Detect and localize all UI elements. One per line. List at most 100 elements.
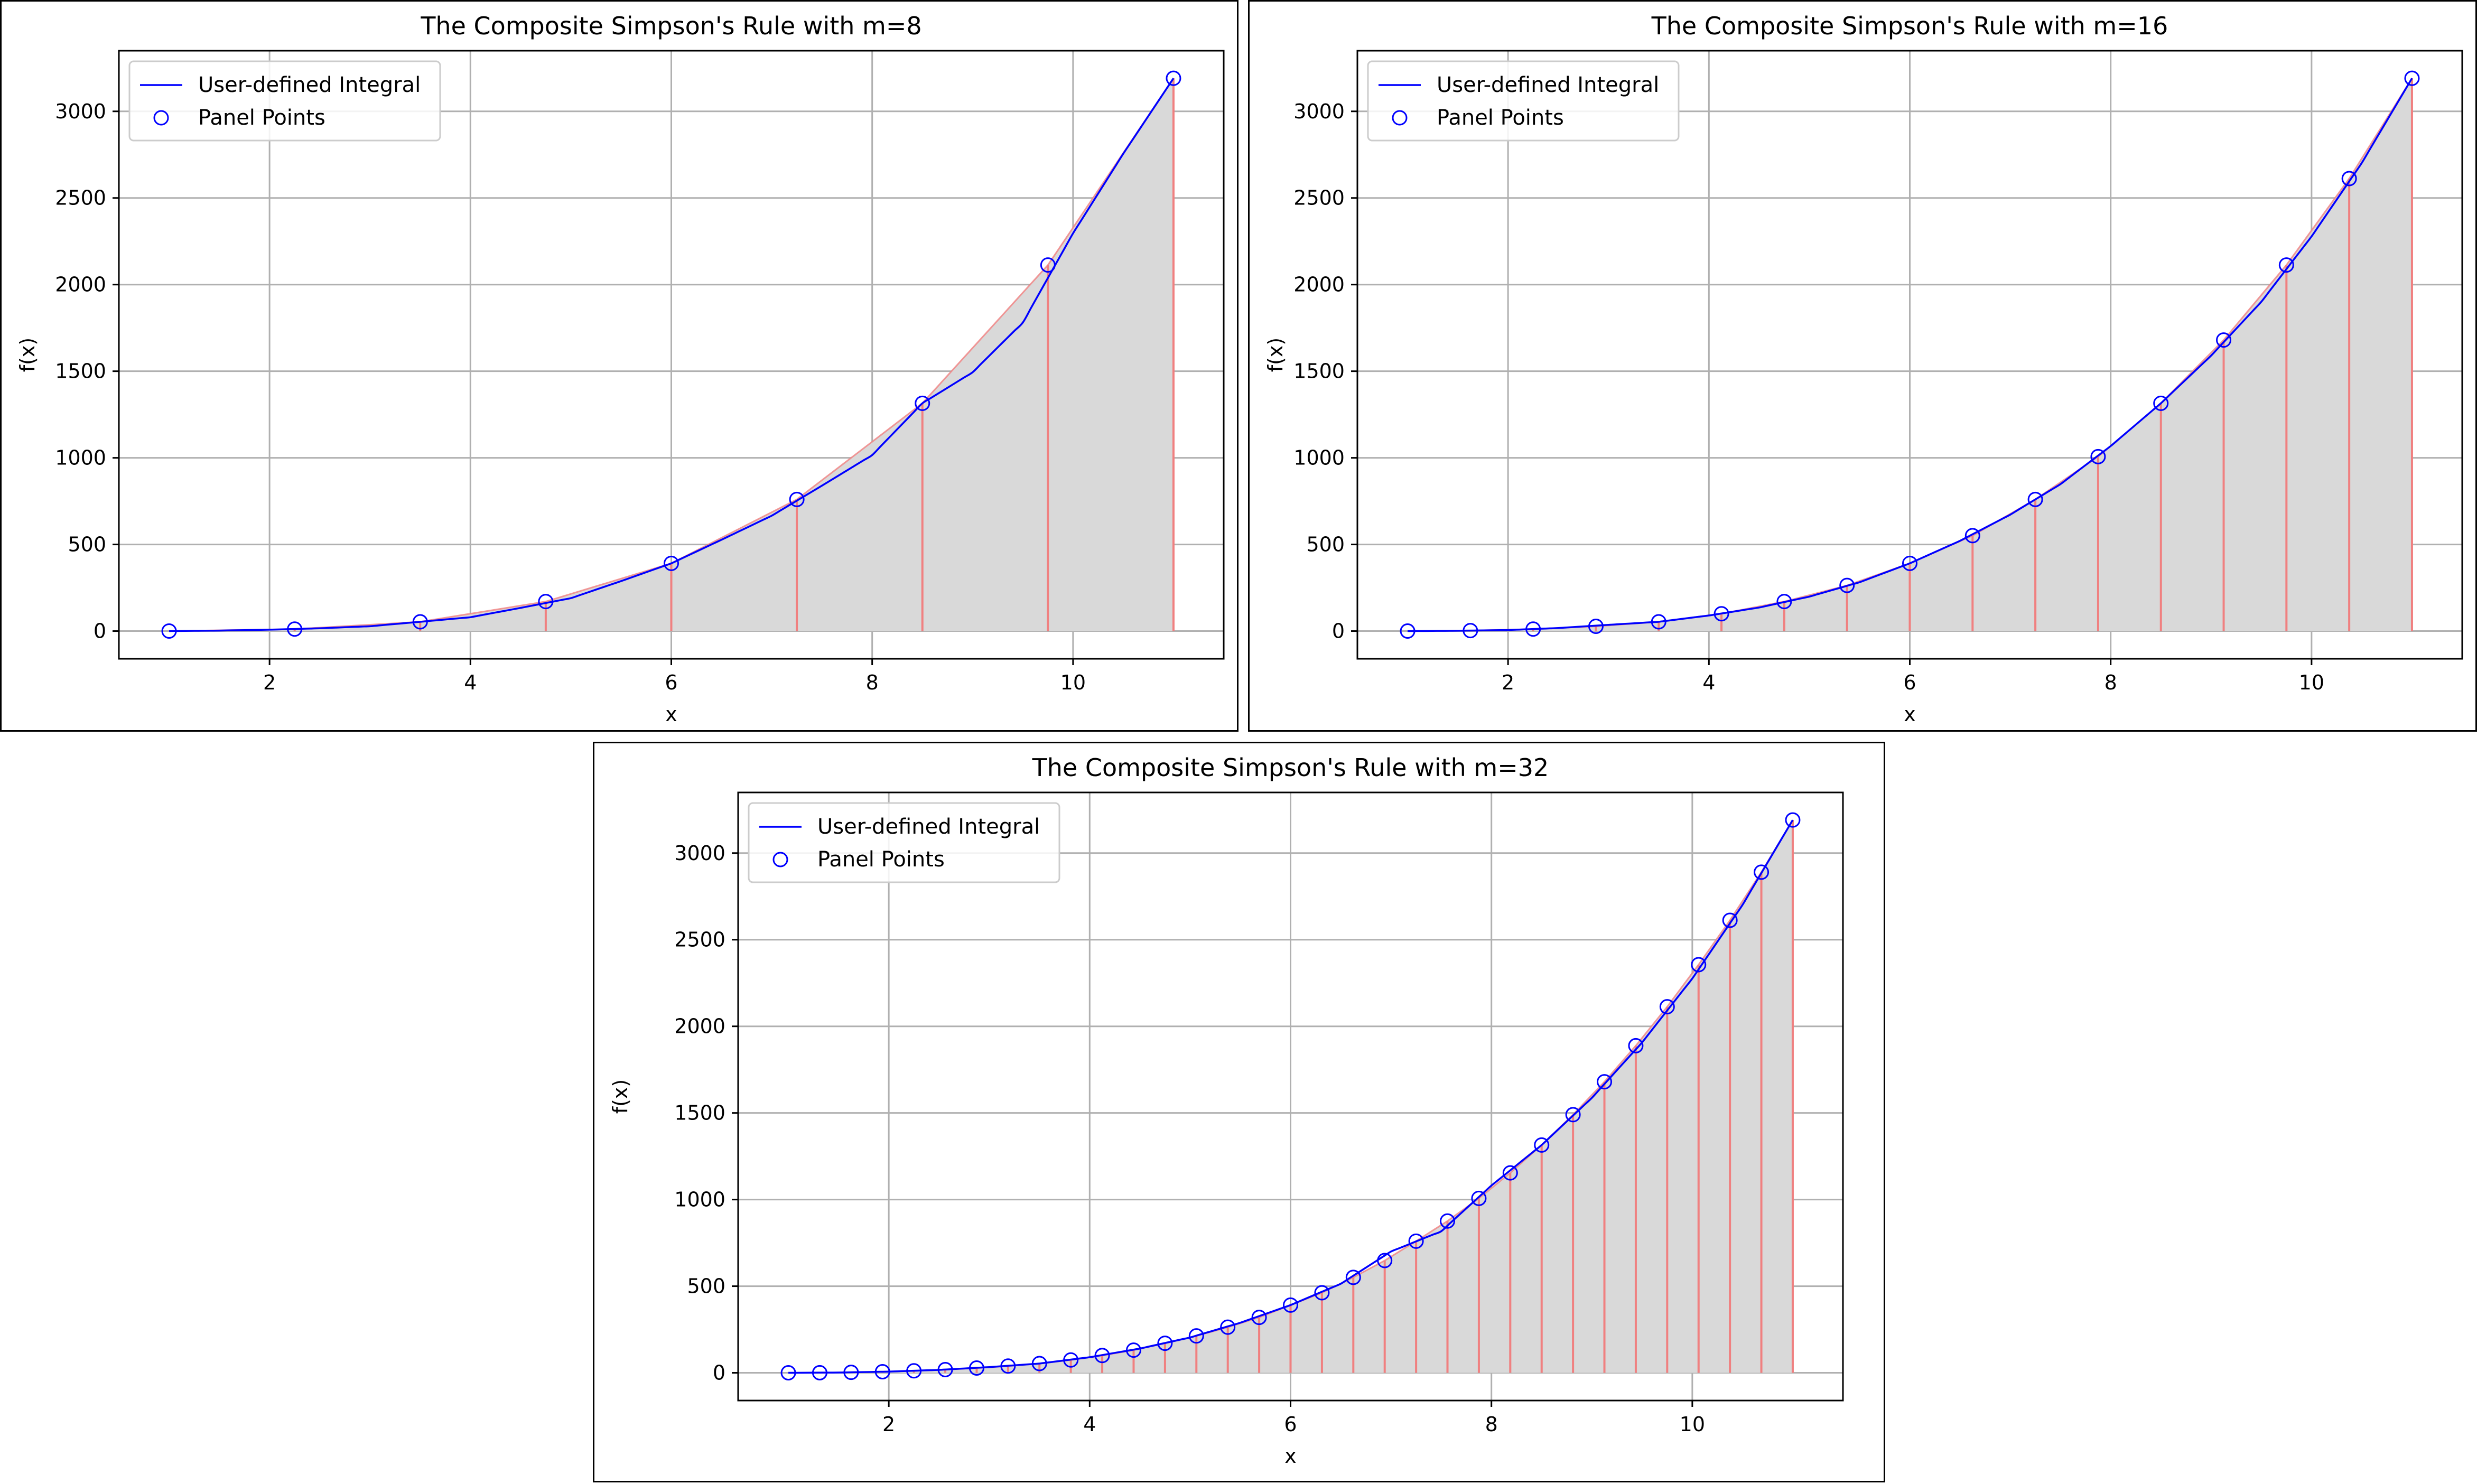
chart-title: The Composite Simpson's Rule with m=8 xyxy=(420,12,921,40)
legend: User-defined Integral Panel Points xyxy=(748,802,1060,883)
panel-point xyxy=(1651,614,1666,630)
panel-point xyxy=(1251,1310,1267,1326)
panel-point xyxy=(161,623,177,639)
panel-verticals xyxy=(818,820,1794,1373)
y-tick-label: 3000 xyxy=(55,100,106,123)
chart-title: The Composite Simpson's Rule with m=32 xyxy=(1032,753,1549,782)
panel-points xyxy=(161,70,1181,639)
panel-point xyxy=(1125,1342,1141,1358)
x-tick-label: 10 xyxy=(1060,671,1086,694)
panel-point xyxy=(1031,1356,1047,1371)
panel-points xyxy=(780,812,1801,1381)
panel-point xyxy=(843,1365,859,1380)
y-tick-label: 3000 xyxy=(1293,100,1345,123)
x-tick-label: 2 xyxy=(882,1413,895,1436)
panel-point xyxy=(1463,623,1478,639)
y-tick-label: 2500 xyxy=(1293,186,1345,210)
panel-point xyxy=(664,555,679,571)
y-tick-label: 3000 xyxy=(674,842,725,865)
x-tick-label: 4 xyxy=(1702,671,1715,694)
x-tick-label: 6 xyxy=(665,671,677,694)
panel-point xyxy=(1040,257,1056,273)
panel-point xyxy=(1471,1190,1487,1206)
panel-verticals xyxy=(1469,78,2413,631)
y-tick-label: 0 xyxy=(94,620,106,643)
legend: User-defined Integral Panel Points xyxy=(1367,60,1680,142)
panel-point xyxy=(1902,555,1917,571)
legend-label-line: User-defined Integral xyxy=(817,815,1040,839)
chart-panel-m16: The Composite Simpson's Rule with m=16 2 4… xyxy=(1248,0,2477,732)
panel-point xyxy=(1754,864,1770,880)
panel-point xyxy=(1722,912,1738,928)
panel-point xyxy=(2090,449,2106,464)
y-axis-label: f(x) xyxy=(1264,338,1287,372)
y-tick-label: 2000 xyxy=(55,273,106,296)
panel-point xyxy=(812,1365,827,1380)
x-tick-label: 8 xyxy=(866,671,879,694)
y-tick-label: 1000 xyxy=(674,1188,725,1211)
panel-point xyxy=(1659,999,1675,1015)
panel-point xyxy=(937,1361,953,1377)
panel-point xyxy=(1157,1336,1173,1351)
y-axis-label: f(x) xyxy=(609,1079,632,1114)
y-tick-label: 1000 xyxy=(1293,446,1345,470)
y-tick-label: 500 xyxy=(687,1275,725,1298)
x-tick-label: 6 xyxy=(1284,1413,1297,1436)
panel-point xyxy=(2027,491,2043,507)
user-defined-integral-line xyxy=(169,78,1175,632)
x-tick-label: 8 xyxy=(2104,671,2117,694)
panel-point xyxy=(2341,171,2357,186)
panel-point xyxy=(1597,1074,1613,1090)
y-tick-label: 2500 xyxy=(674,928,725,951)
y-tick-label: 2500 xyxy=(55,186,106,210)
panel-point xyxy=(1628,1038,1644,1053)
panel-point xyxy=(874,1364,890,1379)
panel-point xyxy=(780,1365,796,1381)
user-defined-integral-line xyxy=(1408,78,2413,632)
x-tick-label: 2 xyxy=(263,671,276,694)
panel-point xyxy=(789,491,805,507)
chart-svg: The Composite Simpson's Rule with m=8 2 4 6… xyxy=(16,12,1225,726)
y-tick-label: 0 xyxy=(1332,620,1345,643)
panel-point xyxy=(969,1360,984,1376)
panel-point xyxy=(915,395,930,411)
legend-label-points: Panel Points xyxy=(198,106,325,130)
chart-svg: The Composite Simpson's Rule with m=32 2 4… xyxy=(609,753,1844,1468)
panel-point xyxy=(1345,1270,1361,1285)
legend-marker-swatch xyxy=(772,852,788,867)
y-tick-label: 2000 xyxy=(674,1015,725,1038)
y-axis-label: f(x) xyxy=(16,338,39,372)
panel-point xyxy=(1691,957,1707,973)
panel-point xyxy=(2216,332,2232,348)
panel-point xyxy=(906,1363,922,1379)
legend-label-points: Panel Points xyxy=(817,847,945,872)
panel-point xyxy=(2278,257,2294,273)
panel-point xyxy=(412,614,428,630)
panel-point xyxy=(1964,528,1980,544)
x-tick-label: 8 xyxy=(1485,1413,1498,1436)
panel-point xyxy=(1525,621,1541,637)
chart-panel-m8: The Composite Simpson's Rule with m=8 2 4 6… xyxy=(0,0,1238,732)
panel-point xyxy=(538,594,554,610)
panel-point xyxy=(1000,1358,1016,1374)
panel-point xyxy=(1565,1107,1581,1123)
panel-point xyxy=(1776,594,1792,610)
panel-point xyxy=(1714,606,1729,622)
panel-point xyxy=(1502,1165,1518,1181)
legend-label-points: Panel Points xyxy=(1437,106,1564,130)
panel-point xyxy=(1188,1328,1204,1344)
panel-point xyxy=(1283,1297,1298,1313)
panel-point xyxy=(1314,1285,1330,1301)
x-tick-label: 2 xyxy=(1502,671,1514,694)
panel-point xyxy=(1408,1233,1424,1249)
user-defined-integral-line xyxy=(788,819,1794,1374)
x-tick-label: 10 xyxy=(2299,671,2324,694)
panel-point xyxy=(1839,577,1855,593)
panel-points xyxy=(1400,70,2420,639)
panel-point xyxy=(1588,618,1604,634)
y-tick-label: 1500 xyxy=(674,1102,725,1125)
panel-point xyxy=(1166,70,1181,86)
chart-title: The Composite Simpson's Rule with m=16 xyxy=(1651,12,2168,40)
panel-point xyxy=(287,621,303,637)
x-axis-label: x xyxy=(1284,1444,1297,1468)
